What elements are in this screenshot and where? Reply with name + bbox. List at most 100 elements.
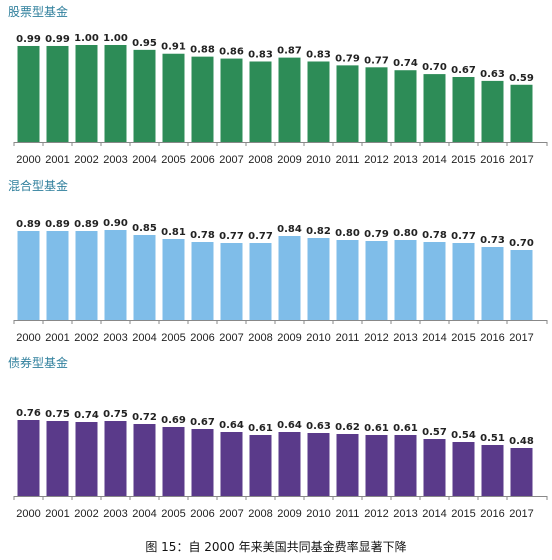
bar <box>336 65 359 142</box>
x-tick-label: 2005 <box>161 508 185 520</box>
x-tick-label: 2016 <box>480 508 504 520</box>
data-label: 0.84 <box>277 224 302 235</box>
x-tick-label: 2012 <box>364 154 388 166</box>
data-label: 0.77 <box>451 231 476 242</box>
data-label: 0.79 <box>335 53 360 64</box>
bar <box>249 61 272 142</box>
x-tick-label: 2007 <box>219 332 243 344</box>
x-tick-label: 2014 <box>422 154 446 166</box>
data-label: 0.88 <box>190 45 215 56</box>
data-label: 0.80 <box>335 228 360 239</box>
bar <box>307 61 330 142</box>
x-tick-label: 2015 <box>451 332 475 344</box>
data-label: 0.91 <box>161 42 186 53</box>
data-label: 0.82 <box>306 226 331 237</box>
x-tick-label: 2000 <box>16 508 40 520</box>
x-tick-label: 2002 <box>74 508 98 520</box>
data-label: 0.89 <box>45 219 70 230</box>
x-tick-label: 2009 <box>277 154 301 166</box>
data-label: 0.67 <box>451 65 476 76</box>
x-tick-label: 2011 <box>336 508 360 520</box>
data-label: 0.62 <box>335 422 360 433</box>
bar <box>336 434 359 496</box>
chart-title: 混合型基金 <box>8 178 68 193</box>
bar <box>510 84 533 142</box>
bar <box>423 439 446 496</box>
x-tick-label: 2013 <box>393 154 417 166</box>
x-tick-label: 2007 <box>219 154 243 166</box>
x-tick-label: 2009 <box>277 508 301 520</box>
chart-title: 股票型基金 <box>8 4 68 19</box>
bar <box>17 420 40 496</box>
bar <box>336 240 359 320</box>
data-label: 0.83 <box>306 49 331 60</box>
bar <box>423 242 446 320</box>
bar <box>162 53 185 143</box>
charts-container: 股票型基金 0.99 2000 0.99 2001 1.00 2002 1.00 2003 0.9… <box>8 4 548 520</box>
data-label: 0.75 <box>103 409 128 420</box>
bar <box>394 435 417 496</box>
bar <box>394 70 417 142</box>
data-label: 0.74 <box>74 410 99 421</box>
bar <box>17 45 40 142</box>
bar <box>452 243 475 320</box>
bar <box>510 250 533 320</box>
bar <box>191 429 214 496</box>
data-label: 0.99 <box>45 34 70 45</box>
x-tick-label: 2005 <box>161 332 185 344</box>
bar <box>394 240 417 320</box>
bar <box>220 432 243 496</box>
x-tick-label: 2001 <box>45 332 69 344</box>
x-tick-label: 2004 <box>132 508 156 520</box>
data-label: 0.99 <box>16 34 41 45</box>
data-label: 0.87 <box>277 46 302 57</box>
x-tick-label: 2012 <box>364 508 388 520</box>
data-label: 0.77 <box>219 231 244 242</box>
data-label: 0.78 <box>422 230 447 241</box>
data-label: 0.61 <box>393 423 418 434</box>
bar <box>46 231 69 320</box>
bar <box>510 448 533 496</box>
bar <box>220 243 243 320</box>
chart-panel-2: 混合型基金 0.89 2000 0.89 2001 0.89 2002 0.90 2003 0.8… <box>8 178 548 344</box>
data-label: 0.51 <box>480 433 505 444</box>
data-label: 0.86 <box>219 47 244 58</box>
data-label: 0.48 <box>509 436 534 447</box>
bar <box>75 422 98 496</box>
data-label: 0.64 <box>219 420 244 431</box>
x-tick-label: 2016 <box>480 154 504 166</box>
bar <box>365 241 388 320</box>
data-label: 0.73 <box>480 235 505 246</box>
data-label: 0.70 <box>509 238 534 249</box>
x-tick-label: 2005 <box>161 154 185 166</box>
bar <box>162 427 185 496</box>
x-tick-label: 2009 <box>277 332 301 344</box>
x-tick-label: 2002 <box>74 332 98 344</box>
data-label: 0.63 <box>480 69 505 80</box>
x-tick-label: 2017 <box>509 508 533 520</box>
bar <box>307 238 330 320</box>
x-tick-label: 2008 <box>248 154 272 166</box>
data-label: 0.77 <box>364 55 389 66</box>
data-label: 0.69 <box>161 415 186 426</box>
bar <box>75 231 98 320</box>
bar <box>104 45 127 142</box>
data-label: 0.89 <box>74 219 99 230</box>
x-tick-label: 2000 <box>16 332 40 344</box>
x-tick-label: 2006 <box>190 154 214 166</box>
bar <box>481 445 504 496</box>
x-tick-label: 2014 <box>422 508 446 520</box>
x-tick-label: 2011 <box>336 332 360 344</box>
bar <box>191 242 214 320</box>
data-label: 0.63 <box>306 421 331 432</box>
chart-title: 债券型基金 <box>8 355 68 370</box>
bar <box>133 235 156 320</box>
data-label: 0.67 <box>190 417 215 428</box>
data-label: 0.74 <box>393 58 418 69</box>
data-label: 0.89 <box>16 219 41 230</box>
bar <box>365 435 388 496</box>
data-label: 0.59 <box>509 73 534 84</box>
bar <box>17 231 40 320</box>
data-label: 0.90 <box>103 218 128 229</box>
x-tick-label: 2017 <box>509 332 533 344</box>
